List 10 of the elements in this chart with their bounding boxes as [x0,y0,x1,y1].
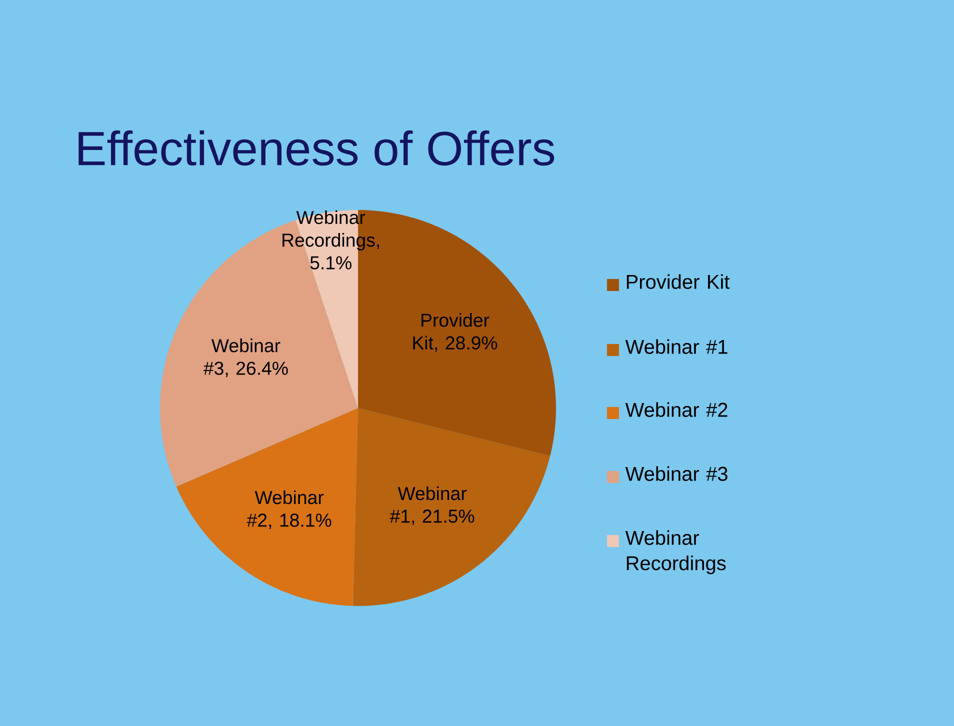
legend-label: Webinar #2 [625,402,728,417]
data-label: Webinar #1, 21.5% [390,486,474,525]
data-label: Webinar #2, 18.1% [246,490,332,530]
legend-label: Webinar #1 [625,339,728,354]
legend-label: Webinar Recordings [625,530,726,574]
chart-title: Effectiveness of Offers [78,130,554,166]
legend-label: Webinar #3 [625,466,728,481]
data-label: Provider Kit, 28.9% [413,313,498,352]
data-label: Webinar #3, 26.4% [203,338,288,378]
legend-label: Provider Kit [626,274,730,289]
